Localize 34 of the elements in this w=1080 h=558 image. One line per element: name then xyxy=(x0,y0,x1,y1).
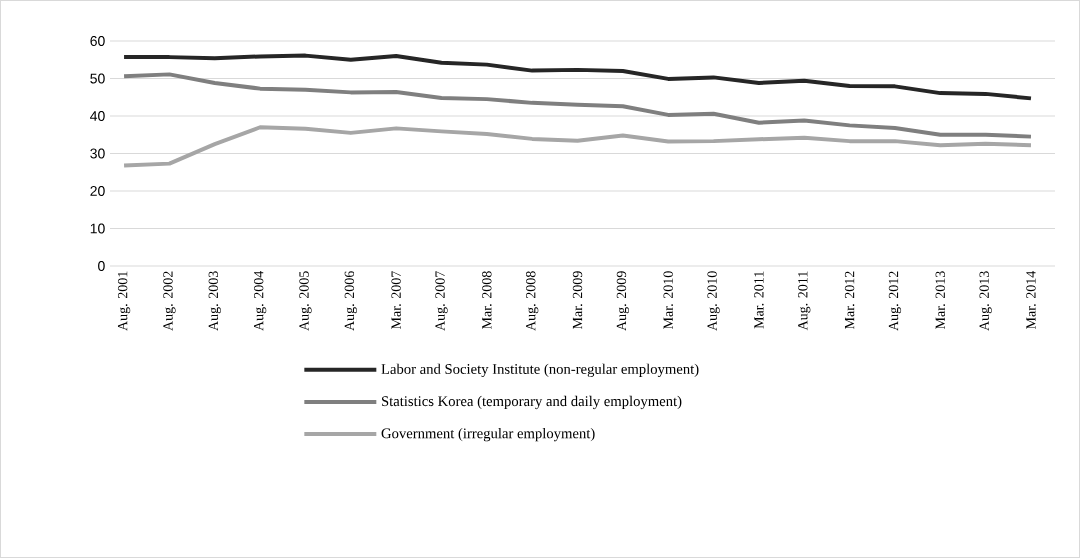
legend-label: Government (irregular employment) xyxy=(381,427,595,442)
y-tick-label: 40 xyxy=(90,111,105,121)
y-tick-label: 60 xyxy=(90,36,105,46)
x-tick-label: Mar. 2011 xyxy=(754,271,764,329)
x-tick-label: Aug. 2007 xyxy=(435,271,448,331)
y-tick-label: 0 xyxy=(98,261,105,271)
x-tick-label: Aug. 2012 xyxy=(888,271,902,331)
x-tick-label: Aug. 2010 xyxy=(707,271,720,331)
x-tick-label: Aug. 2008 xyxy=(526,271,539,331)
x-tick-label: Mar. 2012 xyxy=(844,271,855,330)
x-tick-label: Aug. 2006 xyxy=(344,271,357,331)
y-tick-label: 30 xyxy=(90,148,105,159)
x-tick-label: Mar. 2008 xyxy=(482,271,492,330)
x-tick-label: Aug. 2003 xyxy=(208,271,221,331)
y-tick-label: 50 xyxy=(90,73,105,84)
x-tick-label: Mar. 2007 xyxy=(391,271,401,330)
x-tick-label: Mar. 2010 xyxy=(663,271,673,330)
x-tick-label: Aug. 2004 xyxy=(253,270,267,331)
legend-label: Statistics Korea (temporary and daily employment) xyxy=(381,395,682,410)
line-series xyxy=(122,53,1033,101)
x-tick-label: Aug. 2011 xyxy=(798,271,811,331)
x-tick-label: Aug. 2009 xyxy=(616,271,630,331)
y-tick-label: 20 xyxy=(90,186,105,196)
x-tick-label: Mar. 2014 xyxy=(1026,270,1036,330)
x-tick-label: Aug. 2002 xyxy=(163,271,176,331)
x-tick-label: Mar. 2013 xyxy=(935,271,946,330)
legend-label: Labor and Society Institute (non-regular employment) xyxy=(381,363,699,377)
y-tick-label: 10 xyxy=(90,223,105,234)
x-tick-label: Aug. 2001 xyxy=(117,271,131,331)
line-series xyxy=(122,72,1033,139)
x-tick-label: Mar. 2009 xyxy=(572,271,583,330)
x-tick-label: Aug. 2005 xyxy=(299,271,312,331)
line-series xyxy=(122,125,1033,168)
x-tick-label: Aug. 2013 xyxy=(979,271,992,331)
